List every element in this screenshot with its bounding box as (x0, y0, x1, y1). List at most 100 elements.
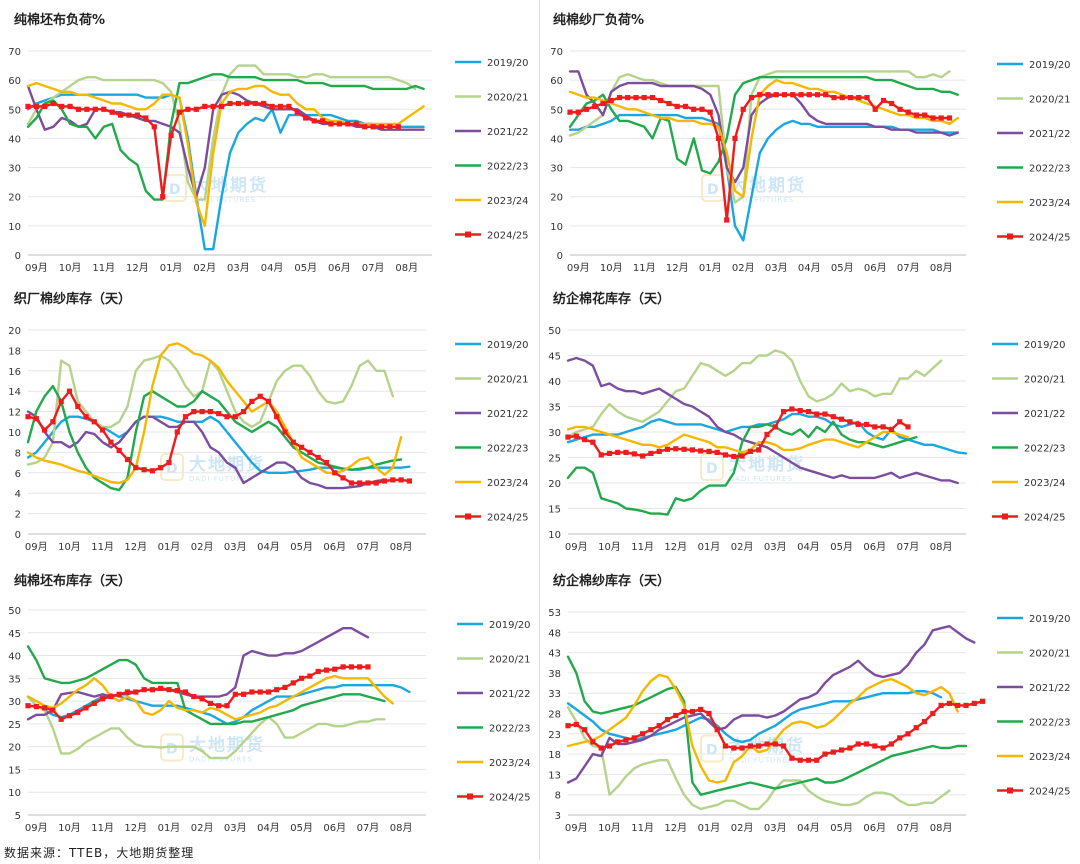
series-marker (66, 388, 73, 394)
series-marker (855, 741, 861, 747)
x-tick-label: 11月 (92, 262, 115, 274)
series-marker (565, 723, 571, 729)
series-marker (378, 124, 385, 130)
watermark-subtext: DADI FUTURES (730, 196, 794, 204)
y-tick-label: 30 (8, 697, 21, 708)
chart-title: 织厂棉纱库存（天） (14, 291, 131, 307)
series-marker (75, 403, 81, 410)
series-marker (905, 424, 911, 430)
series-marker (913, 112, 920, 118)
watermark-subtext: DADI FUTURES (189, 475, 253, 483)
series-marker (863, 421, 870, 427)
series-marker (299, 675, 305, 681)
series-marker (174, 429, 180, 435)
series-marker (390, 477, 396, 483)
x-tick-label: 02月 (731, 822, 754, 834)
y-tick-label: 35 (8, 674, 21, 685)
series-marker (664, 717, 671, 723)
watermark-text: 大地期货 (189, 454, 265, 475)
series-marker (168, 132, 174, 139)
watermark-logo-icon (700, 453, 724, 481)
series-marker (210, 103, 216, 109)
series-marker (722, 452, 729, 458)
series-marker (706, 448, 712, 454)
x-tick-label: 07月 (357, 822, 380, 834)
x-tick-label: 04月 (797, 822, 820, 834)
x-tick-label: 11月 (91, 541, 114, 553)
series-marker (108, 694, 114, 700)
series-marker (573, 721, 579, 728)
series-marker (872, 106, 878, 112)
x-tick-label: 10月 (598, 541, 621, 553)
series-marker (698, 706, 704, 712)
series-marker (921, 719, 928, 725)
series-marker (640, 731, 646, 737)
series-marker (332, 666, 338, 672)
series-marker (699, 106, 705, 112)
x-tick-label: 08月 (930, 541, 953, 553)
series-marker (219, 103, 225, 109)
series-marker (764, 431, 770, 438)
y-tick-label: 60 (550, 76, 563, 87)
y-tick-label: 25 (548, 454, 561, 465)
series-marker (790, 92, 796, 98)
y-tick-label: 0 (15, 251, 21, 262)
x-tick-label: 05月 (831, 262, 854, 274)
y-tick-label: 60 (8, 76, 21, 87)
legend-label: 2023/24 (1029, 752, 1071, 763)
series-marker (323, 460, 330, 466)
x-tick-label: 03月 (765, 262, 788, 274)
series-marker (608, 97, 614, 104)
series-marker (814, 411, 820, 417)
series-line (26, 410, 386, 490)
legend-label: 2019/20 (487, 340, 529, 351)
x-tick-label: 12月 (666, 262, 689, 274)
y-tick-label: 20 (8, 743, 21, 754)
series-marker (42, 427, 48, 433)
series-marker (133, 689, 139, 695)
series-marker (315, 668, 321, 675)
series-marker (235, 100, 241, 107)
x-tick-label: 06月 (863, 822, 886, 834)
series-marker (83, 705, 89, 711)
series-marker (151, 124, 157, 130)
series-marker (781, 409, 787, 415)
series-marker (606, 450, 613, 456)
x-tick-label: 10月 (58, 541, 81, 553)
series-marker (282, 429, 288, 435)
y-tick-label: 28 (548, 710, 561, 721)
series-marker (67, 103, 73, 109)
series-marker (830, 749, 836, 755)
y-tick-label: 35 (548, 403, 561, 414)
x-tick-label: 05月 (830, 541, 853, 553)
series-marker (673, 446, 679, 452)
legend-label: 2021/22 (487, 409, 529, 420)
series-marker (740, 106, 746, 112)
chart-title: 纺企棉纱库存（天） (553, 573, 670, 589)
series-marker (789, 406, 795, 412)
watermark-subtext: DADI FUTURES (192, 196, 256, 204)
series-marker (772, 741, 778, 747)
y-tick-label: 18 (8, 346, 21, 357)
legend-marker (465, 231, 471, 238)
x-tick-label: 12月 (124, 541, 147, 553)
series-marker (615, 739, 621, 745)
legend-label: 2019/20 (1024, 340, 1066, 351)
series-marker (395, 124, 401, 130)
series-marker (625, 95, 631, 101)
legend-label: 2024/25 (1029, 787, 1071, 798)
series-marker (897, 735, 903, 741)
x-tick-label: 06月 (323, 541, 346, 553)
series-marker (269, 103, 275, 109)
series-marker (930, 710, 936, 717)
series-marker (191, 409, 197, 415)
y-tick-label: 40 (8, 134, 21, 145)
series-line (566, 625, 976, 784)
series-marker (141, 467, 147, 473)
x-tick-label: 04月 (797, 541, 820, 553)
series-marker (116, 691, 122, 697)
